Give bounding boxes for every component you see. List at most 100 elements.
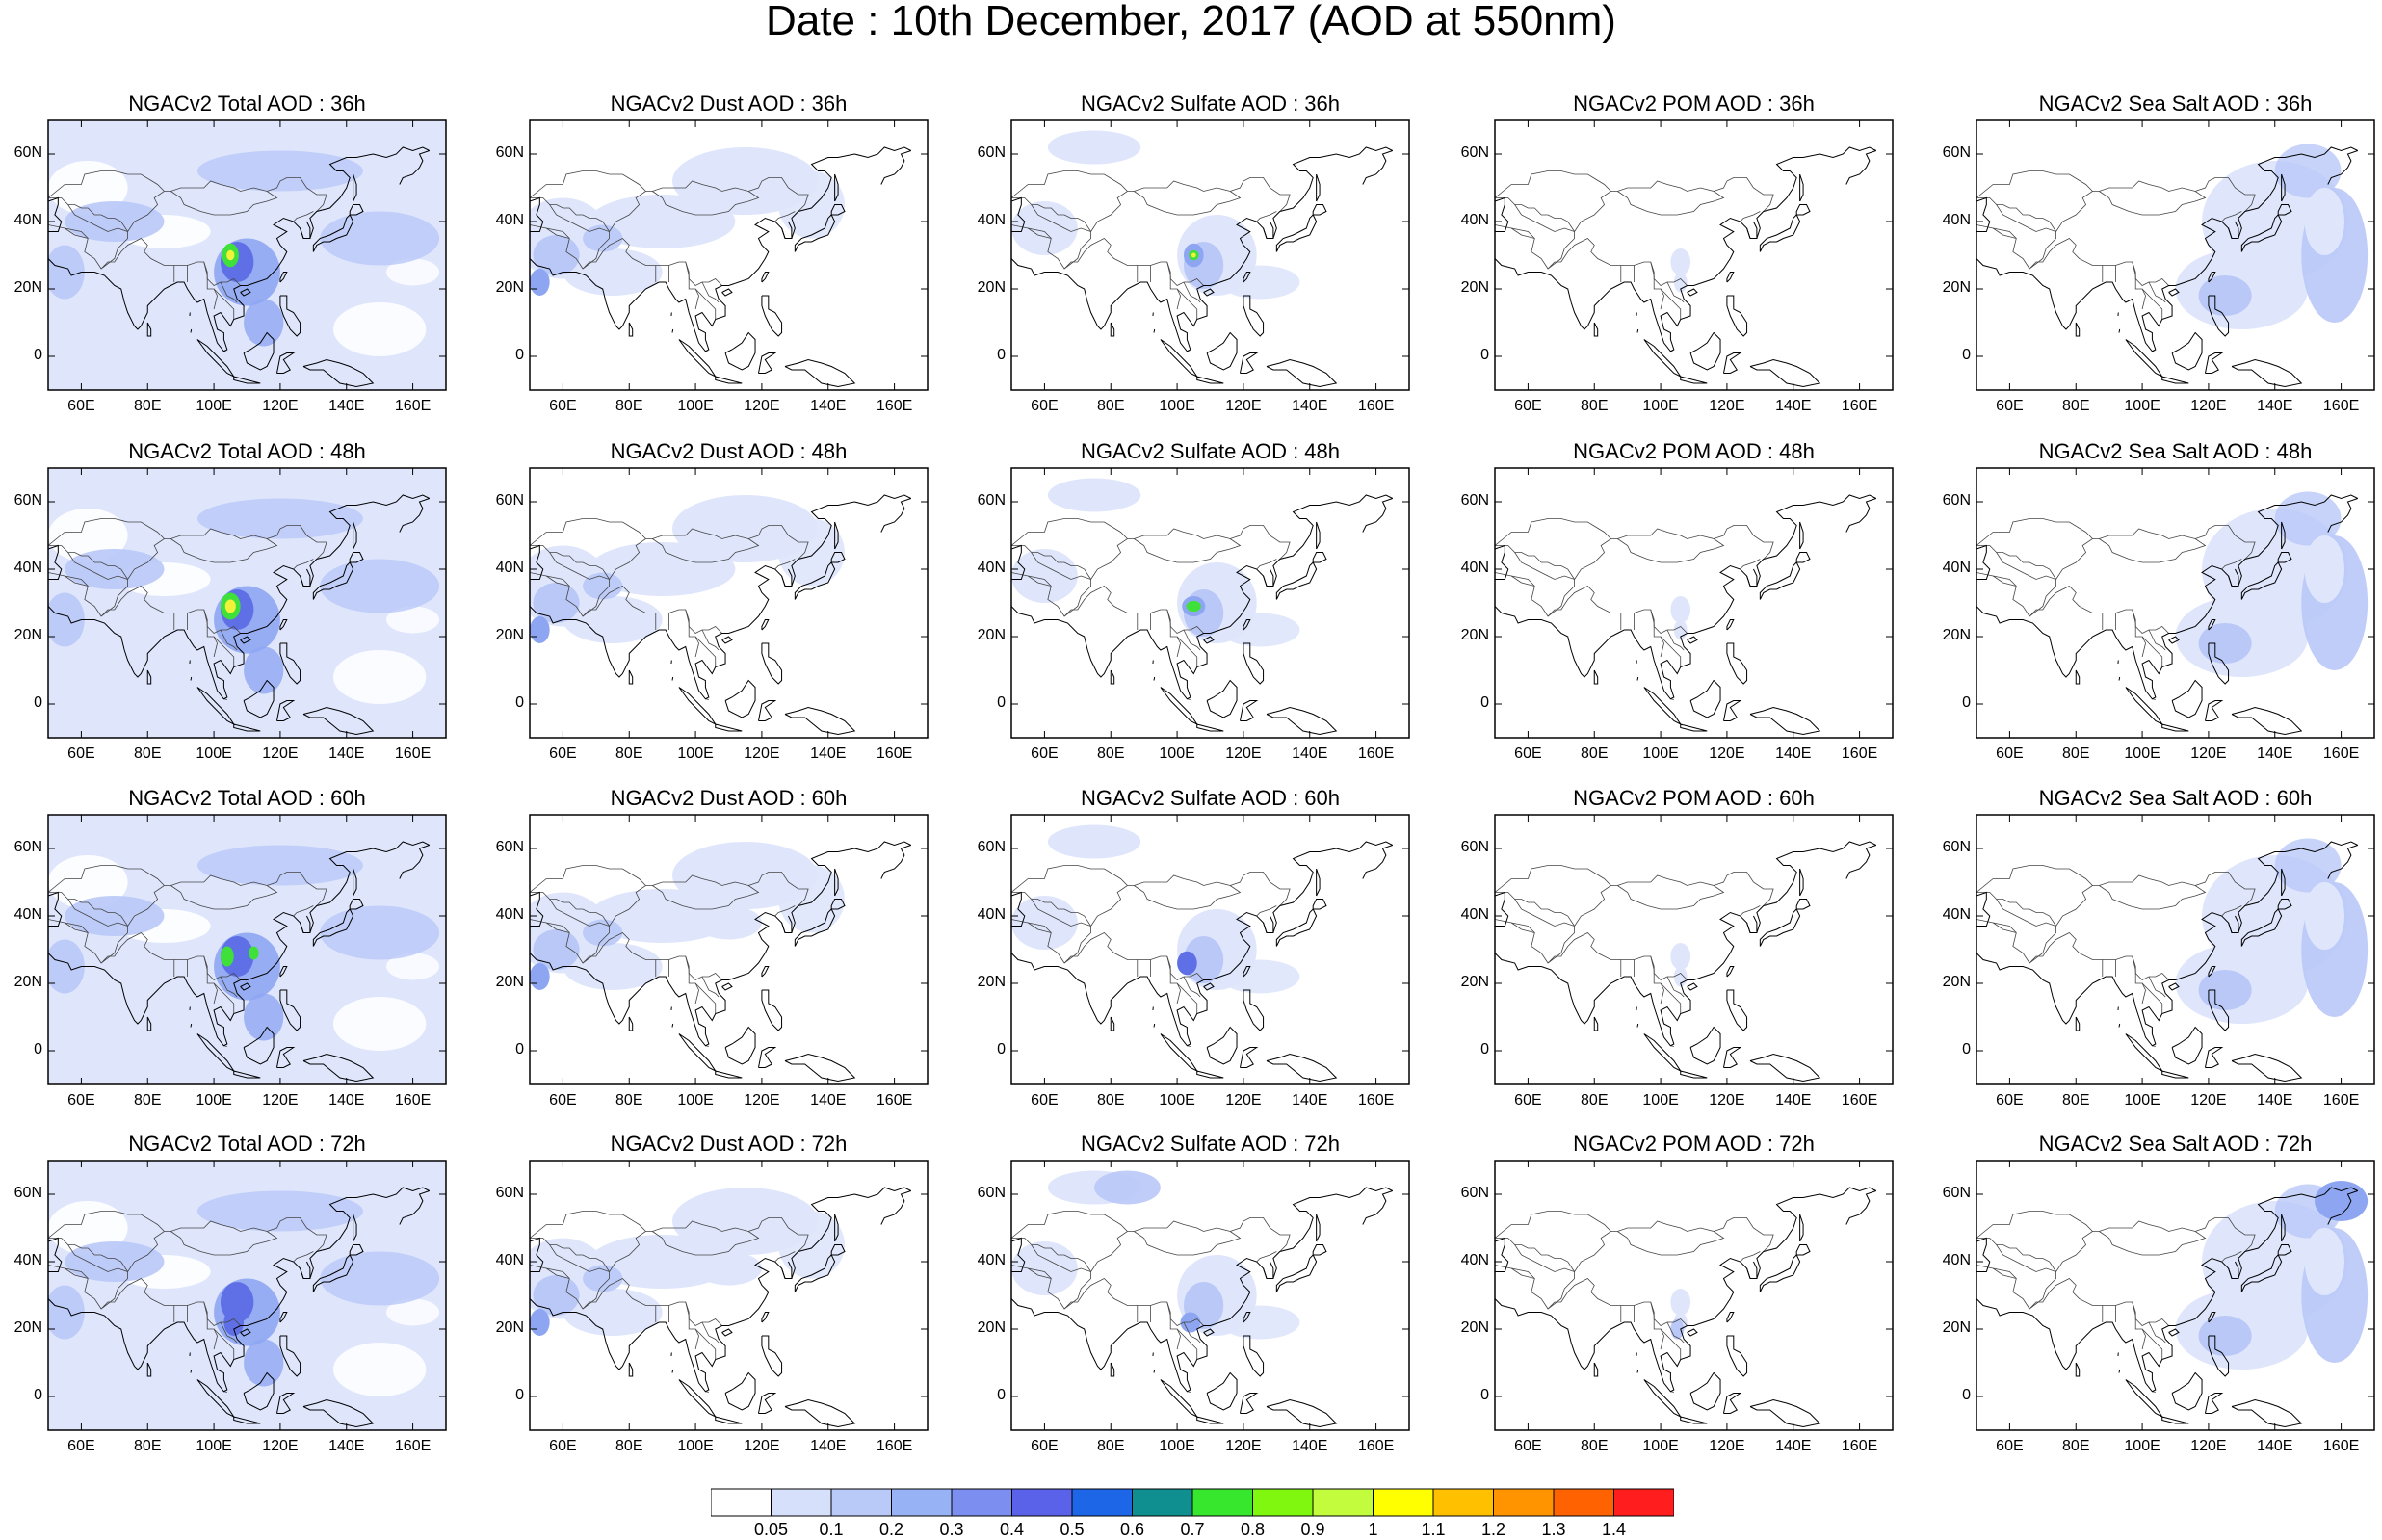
colorbar-swatch <box>1253 1489 1314 1516</box>
lon-tick-label: 140E <box>318 745 376 763</box>
lat-tick-label: 0 <box>1445 694 1489 712</box>
border-line <box>1495 866 1610 893</box>
lon-tick-label: 140E <box>1765 1092 1822 1109</box>
panel-title: NGACv2 Sulfate AOD : 36h <box>973 91 1448 117</box>
lon-tick-label: 120E <box>251 398 309 415</box>
coastline <box>1637 677 1638 681</box>
lat-tick-label: 40N <box>480 1252 524 1269</box>
lon-tick-label: 80E <box>600 745 658 763</box>
coastline <box>1690 1373 1720 1411</box>
coastline <box>1747 916 1757 933</box>
lon-tick-label: 120E <box>733 1092 791 1109</box>
coastline <box>1492 1239 1508 1272</box>
lon-tick-label: 100E <box>185 1438 243 1455</box>
lat-tick-label: 0 <box>0 1041 42 1058</box>
lat-tick-label: 60N <box>1445 1185 1489 1202</box>
coastline <box>1760 215 1799 252</box>
lat-tick-label: 0 <box>1445 1387 1489 1404</box>
lon-tick-label: 120E <box>1698 1092 1756 1109</box>
border-line <box>1997 1245 2056 1272</box>
lon-tick-label: 140E <box>1281 745 1339 763</box>
lon-tick-label: 120E <box>1215 745 1272 763</box>
lon-tick-label: 140E <box>1281 1438 1339 1455</box>
lon-tick-label: 160E <box>866 1092 924 1109</box>
border-line <box>1548 587 1688 634</box>
lat-tick-label: 20N <box>961 974 1006 991</box>
lon-tick-label: 140E <box>1765 745 1822 763</box>
coastline <box>1317 869 1320 896</box>
lon-tick-label: 160E <box>1348 398 1405 415</box>
coastline <box>1276 562 1316 600</box>
coastline <box>2205 1048 2221 1068</box>
lat-tick-label: 20N <box>1445 279 1489 297</box>
aod-field-cell <box>695 906 762 940</box>
lat-tick-label: 40N <box>1926 1252 1971 1269</box>
coastline <box>1363 846 1393 879</box>
map-panel <box>530 120 928 390</box>
coastline <box>1594 1017 1597 1031</box>
coastline <box>1796 900 1810 910</box>
coastline <box>1276 215 1316 252</box>
panel-title: NGACv2 Sulfate AOD : 48h <box>973 439 1448 464</box>
coastline <box>2172 333 2202 371</box>
coastline <box>1796 205 1810 216</box>
lon-tick-label: 160E <box>866 745 924 763</box>
coastline <box>1690 333 1720 371</box>
map-panel <box>530 1161 928 1430</box>
coastline <box>762 1313 769 1323</box>
panel-title: NGACv2 Sea Salt AOD : 60h <box>1938 786 2382 811</box>
coastline <box>716 1417 743 1423</box>
coastline <box>1264 569 1273 587</box>
lon-tick-label: 60E <box>534 745 591 763</box>
lat-tick-label: 20N <box>1445 627 1489 644</box>
lat-tick-label: 0 <box>1445 1041 1489 1058</box>
aod-field-cell <box>2305 882 2344 950</box>
panel-title: NGACv2 POM AOD : 48h <box>1456 439 1931 464</box>
aod-field-cell <box>333 302 426 356</box>
coastline <box>2162 1417 2189 1423</box>
lat-tick-label: 20N <box>1926 279 1971 297</box>
coastline <box>679 340 716 378</box>
panel-title: NGACv2 POM AOD : 72h <box>1456 1132 1931 1157</box>
lon-tick-label: 60E <box>534 1092 591 1109</box>
border-line <box>1011 866 1127 893</box>
lon-tick-label: 80E <box>1565 745 1623 763</box>
lat-tick-label: 40N <box>1445 906 1489 924</box>
coastline <box>1313 1245 1326 1256</box>
border-line <box>1091 873 1291 927</box>
coastline <box>1492 198 1508 232</box>
panel-title: NGACv2 Sea Salt AOD : 48h <box>1938 439 2382 464</box>
coastline <box>1161 1380 1197 1418</box>
border-line <box>686 262 699 309</box>
border-line <box>1495 1212 1610 1239</box>
coastline <box>2076 670 2079 684</box>
coastline <box>1495 495 1876 699</box>
coastline <box>191 1024 192 1028</box>
coastline <box>2205 1394 2221 1414</box>
panel-title: NGACv2 Total AOD : 60h <box>10 786 484 811</box>
lat-tick-label: 60N <box>1926 839 1971 856</box>
coastline <box>1846 846 1876 879</box>
lat-tick-label: 60N <box>961 144 1006 162</box>
aod-field-cell <box>1670 248 1690 275</box>
coastline <box>1846 151 1876 185</box>
coastline <box>2172 1028 2202 1065</box>
lat-tick-label: 60N <box>961 1185 1006 1202</box>
lat-tick-label: 20N <box>1926 627 1971 644</box>
coastline <box>1681 1417 1708 1423</box>
coastline <box>1267 1055 1336 1082</box>
border-line <box>1976 866 2092 893</box>
lon-tick-label: 100E <box>1632 1092 1689 1109</box>
lat-tick-label: 40N <box>961 906 1006 924</box>
coastline <box>762 990 782 1031</box>
border-line <box>1167 1302 1181 1349</box>
coastline <box>1760 1255 1799 1292</box>
coastline <box>1594 670 1597 684</box>
coastline <box>1594 1363 1597 1376</box>
coastline <box>1313 205 1326 216</box>
lat-tick-label: 20N <box>480 627 524 644</box>
lon-tick-label: 80E <box>2047 1438 2105 1455</box>
lon-tick-label: 60E <box>1980 745 2038 763</box>
coastline <box>2172 681 2202 718</box>
coastline <box>1492 546 1508 580</box>
